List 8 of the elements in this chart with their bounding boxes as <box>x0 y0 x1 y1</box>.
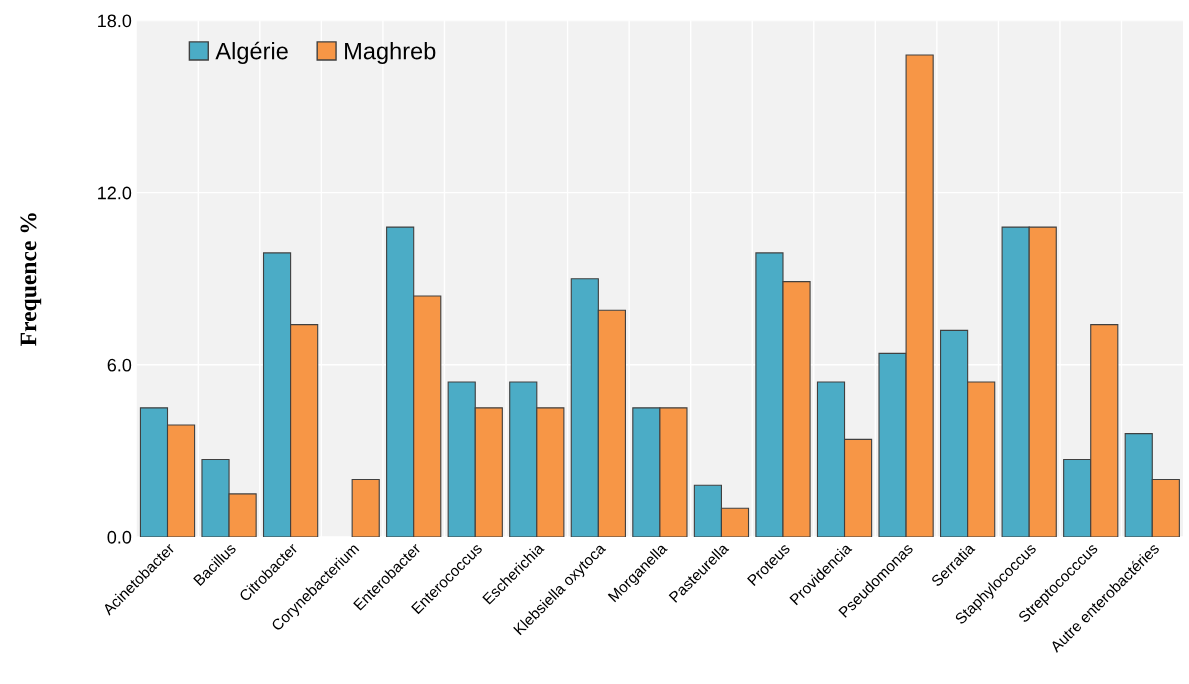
legend-label: Maghreb <box>345 42 436 65</box>
y-tick-label: 12.0 <box>98 186 132 200</box>
y-tick-label: 0.0 <box>107 530 132 544</box>
bar <box>351 479 380 537</box>
legend-label: Algérie <box>215 41 288 65</box>
y-axis-title: Frequence % <box>20 213 42 346</box>
y-tick-label: 6.0 <box>107 358 132 372</box>
y-tick-label: 18.0 <box>98 14 132 28</box>
